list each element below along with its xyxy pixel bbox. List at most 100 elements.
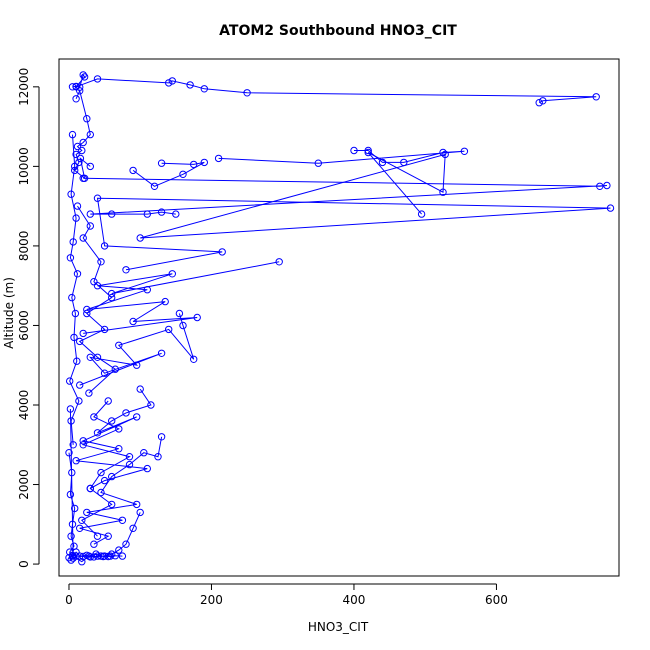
y-axis-label: Altitude (m) — [2, 277, 16, 349]
data-point — [73, 142, 82, 151]
data-point — [90, 413, 98, 421]
data-point — [200, 85, 209, 93]
data-point — [86, 162, 95, 171]
data-point — [97, 468, 105, 477]
data-point — [78, 558, 86, 566]
data-point — [172, 210, 180, 218]
data-point — [125, 453, 134, 461]
x-tick-label: 200 — [200, 593, 223, 607]
data-point — [83, 115, 91, 123]
series-line-1 — [72, 73, 597, 104]
data-point — [71, 504, 79, 513]
data-point — [67, 417, 75, 425]
data-point — [200, 158, 209, 167]
data-point — [73, 357, 81, 365]
data-point — [115, 425, 123, 433]
data-point — [111, 552, 120, 560]
data-point — [122, 540, 130, 548]
data-point — [85, 552, 93, 560]
data-point — [68, 520, 77, 528]
data-point — [68, 468, 76, 477]
data-point — [122, 409, 130, 417]
data-point — [72, 214, 80, 222]
x-tick-label: 400 — [343, 593, 366, 607]
data-point — [275, 258, 283, 266]
data-point — [76, 337, 84, 346]
data-point — [186, 81, 194, 89]
data-point — [66, 490, 75, 499]
data-point — [100, 369, 109, 377]
data-point — [76, 381, 84, 389]
data-point — [157, 349, 166, 357]
data-point — [133, 413, 141, 421]
series-line-3 — [218, 150, 465, 164]
data-point — [83, 305, 91, 314]
data-point — [70, 333, 78, 342]
y-tick-label: 2000 — [17, 469, 31, 500]
data-point — [108, 500, 116, 509]
data-point — [72, 150, 80, 159]
data-point — [100, 325, 109, 334]
data-point — [603, 181, 611, 190]
data-point — [157, 433, 166, 441]
data-point — [150, 182, 159, 191]
data-point — [79, 71, 87, 79]
data-point — [68, 293, 76, 302]
series-line-16 — [80, 400, 131, 537]
data-point — [157, 159, 166, 167]
data-point — [90, 540, 98, 548]
y-tick-label: 0 — [17, 560, 31, 568]
data-point — [73, 270, 82, 278]
data-point — [179, 321, 187, 330]
data-point — [85, 389, 93, 397]
data-point — [66, 254, 75, 262]
data-point — [154, 453, 162, 461]
data-point — [71, 166, 79, 175]
data-point — [165, 325, 173, 334]
data-point — [83, 508, 91, 517]
data-point — [68, 83, 77, 91]
data-point — [439, 148, 447, 157]
data-point — [79, 138, 87, 147]
data-point — [97, 488, 105, 497]
data-point — [115, 341, 123, 349]
data-point — [535, 99, 543, 107]
data-point — [104, 532, 112, 540]
data-point — [314, 159, 322, 167]
data-point — [140, 449, 148, 457]
data-point — [108, 472, 116, 481]
plot-area — [65, 71, 615, 566]
data-point — [122, 266, 130, 274]
y-axis: 0 2000 4000 6000 8000 10000 12000 — [17, 68, 40, 568]
data-point — [439, 188, 447, 196]
data-point — [165, 79, 173, 87]
data-point — [79, 234, 87, 242]
data-point — [76, 83, 84, 91]
data-point — [100, 476, 109, 485]
data-point — [73, 202, 82, 210]
data-point — [79, 441, 87, 449]
data-point — [66, 548, 74, 556]
data-point — [93, 75, 102, 83]
data-point — [218, 248, 226, 256]
data-point — [125, 460, 134, 469]
data-point — [190, 160, 198, 169]
data-point — [86, 484, 95, 493]
data-point — [93, 194, 102, 202]
data-point — [66, 405, 75, 413]
data-point — [79, 174, 87, 183]
data-point — [133, 361, 141, 369]
data-point — [108, 289, 116, 298]
series-line-8 — [79, 313, 195, 386]
data-point — [75, 158, 83, 167]
data-point — [69, 238, 77, 246]
data-point — [97, 258, 105, 266]
data-point — [111, 365, 120, 373]
data-point — [65, 554, 73, 562]
data-point — [71, 162, 79, 171]
data-point — [66, 377, 74, 385]
data-point — [86, 210, 95, 218]
data-point — [441, 150, 449, 159]
data-point — [350, 146, 358, 155]
